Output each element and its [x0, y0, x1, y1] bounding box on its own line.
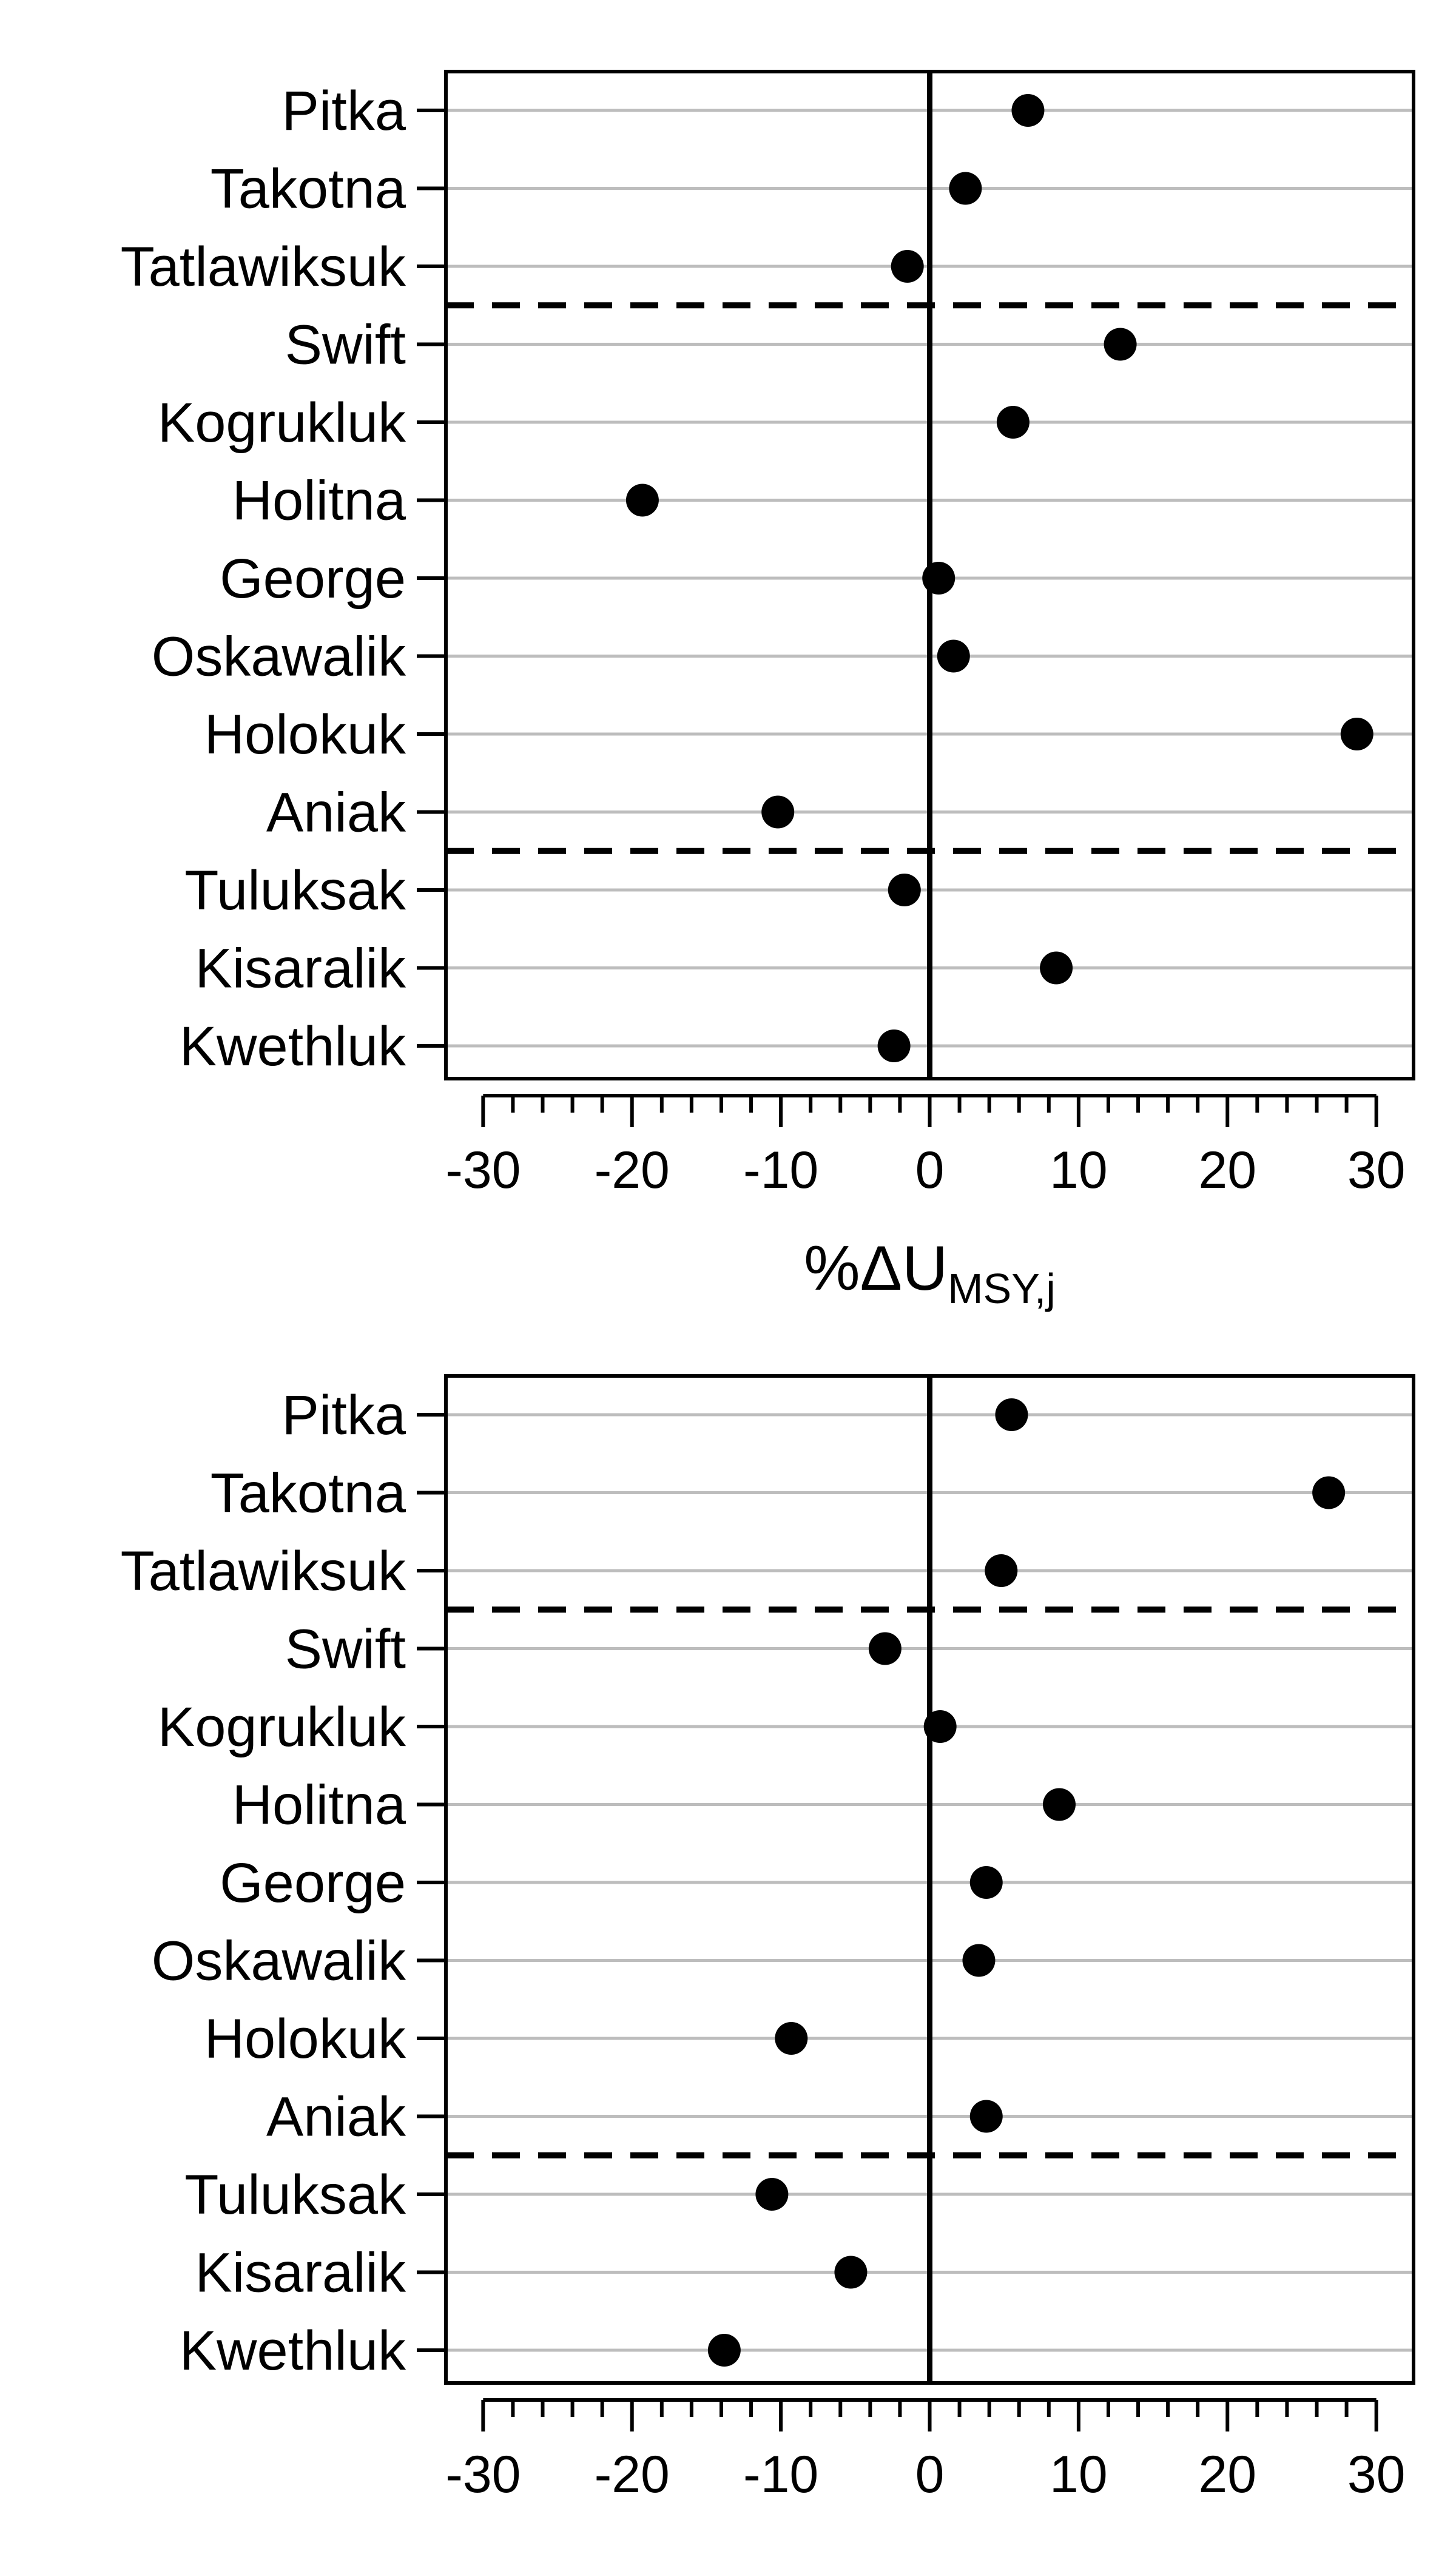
data-point: [625, 484, 659, 517]
data-point: [1040, 951, 1073, 985]
x-axis-title: %ΔSeq,j: [825, 2538, 1034, 2548]
data-point: [888, 874, 921, 906]
category-label: Kogrukluk: [158, 392, 406, 454]
category-label: Holitna: [232, 1774, 406, 1836]
data-point: [923, 1710, 957, 1743]
x-tick-label: 30: [1347, 2445, 1406, 2504]
x-tick-label: 0: [915, 1141, 945, 1199]
x-axis-title-main: %ΔU: [804, 1233, 948, 1304]
x-tick-label: 0: [915, 2445, 945, 2504]
category-label: Takotna: [211, 1463, 406, 1525]
category-label: Holokuk: [204, 704, 406, 766]
x-tick-label: -10: [743, 2445, 818, 2504]
data-point: [707, 2334, 741, 2367]
data-point: [922, 562, 956, 595]
category-label: Oskawalik: [152, 1930, 406, 1992]
category-label: Kisaralik: [195, 2242, 406, 2304]
x-axis-title-main: %ΔS: [825, 2538, 965, 2548]
x-tick-label: -20: [595, 2445, 670, 2504]
data-point: [775, 2022, 808, 2055]
data-point: [877, 1029, 911, 1062]
category-label: Takotna: [211, 158, 406, 220]
category-label: Holokuk: [204, 2008, 406, 2070]
data-point: [1340, 718, 1373, 750]
category-label: Tuluksak: [184, 2164, 406, 2226]
data-point: [996, 406, 1030, 439]
category-label: Pitka: [281, 80, 406, 142]
x-tick-label: 30: [1347, 1141, 1406, 1199]
data-point: [995, 1398, 1028, 1431]
category-label: Kwethluk: [180, 1016, 406, 1077]
category-label: Tatlawiksuk: [121, 236, 406, 298]
category-label: Holitna: [232, 470, 406, 532]
plot-frame: [444, 70, 1415, 1080]
category-label: Tatlawiksuk: [121, 1540, 406, 1602]
x-tick-label: -20: [595, 1141, 670, 1199]
x-axis-title-subscript: MSY,j: [948, 1265, 1056, 1312]
data-point: [962, 1944, 996, 1977]
category-label: Kogrukluk: [158, 1696, 406, 1758]
data-point: [969, 2100, 1003, 2133]
x-tick-label: 20: [1198, 1141, 1256, 1199]
category-label: George: [220, 1852, 406, 1914]
category-label: Tuluksak: [184, 860, 406, 922]
data-point: [1011, 94, 1045, 127]
category-label: George: [220, 548, 406, 610]
data-point: [969, 1866, 1003, 1899]
data-point: [761, 795, 795, 829]
x-tick-label: -30: [445, 2445, 521, 2504]
category-label: Oskawalik: [152, 626, 406, 688]
data-point: [1042, 1788, 1076, 1821]
data-point: [937, 639, 970, 673]
x-tick-label: 10: [1050, 2445, 1108, 2504]
data-point: [891, 250, 924, 283]
data-point: [834, 2256, 868, 2289]
data-point: [868, 1632, 902, 1665]
data-point: [1104, 328, 1137, 361]
category-label: Kisaralik: [195, 938, 406, 1000]
panel-u-msy: Pitka Takotna Tatlawiksuk Swift Kogrukluk Hol…: [121, 70, 1415, 1312]
category-label: Kwethluk: [180, 2320, 406, 2382]
category-label: Aniak: [266, 782, 406, 844]
x-tick-label: -30: [445, 1141, 521, 1199]
data-point: [949, 172, 982, 205]
data-point: [985, 1554, 1018, 1587]
x-tick-label: -10: [743, 1141, 818, 1199]
category-label: Swift: [285, 1619, 406, 1680]
data-point: [755, 2178, 789, 2211]
category-label: Pitka: [281, 1384, 406, 1446]
x-tick-label: 20: [1198, 2445, 1256, 2504]
category-label: Aniak: [266, 2086, 406, 2148]
plot-frame: [444, 1374, 1415, 2385]
x-axis-title: %ΔUMSY,j: [804, 1233, 1056, 1312]
panel-s-eq: Pitka Takotna Tatlawiksuk Swift Kogrukluk Hol…: [121, 1374, 1415, 2551]
x-tick-label: 10: [1050, 1141, 1108, 1199]
category-label: Swift: [285, 314, 406, 376]
data-point: [1312, 1476, 1346, 1509]
